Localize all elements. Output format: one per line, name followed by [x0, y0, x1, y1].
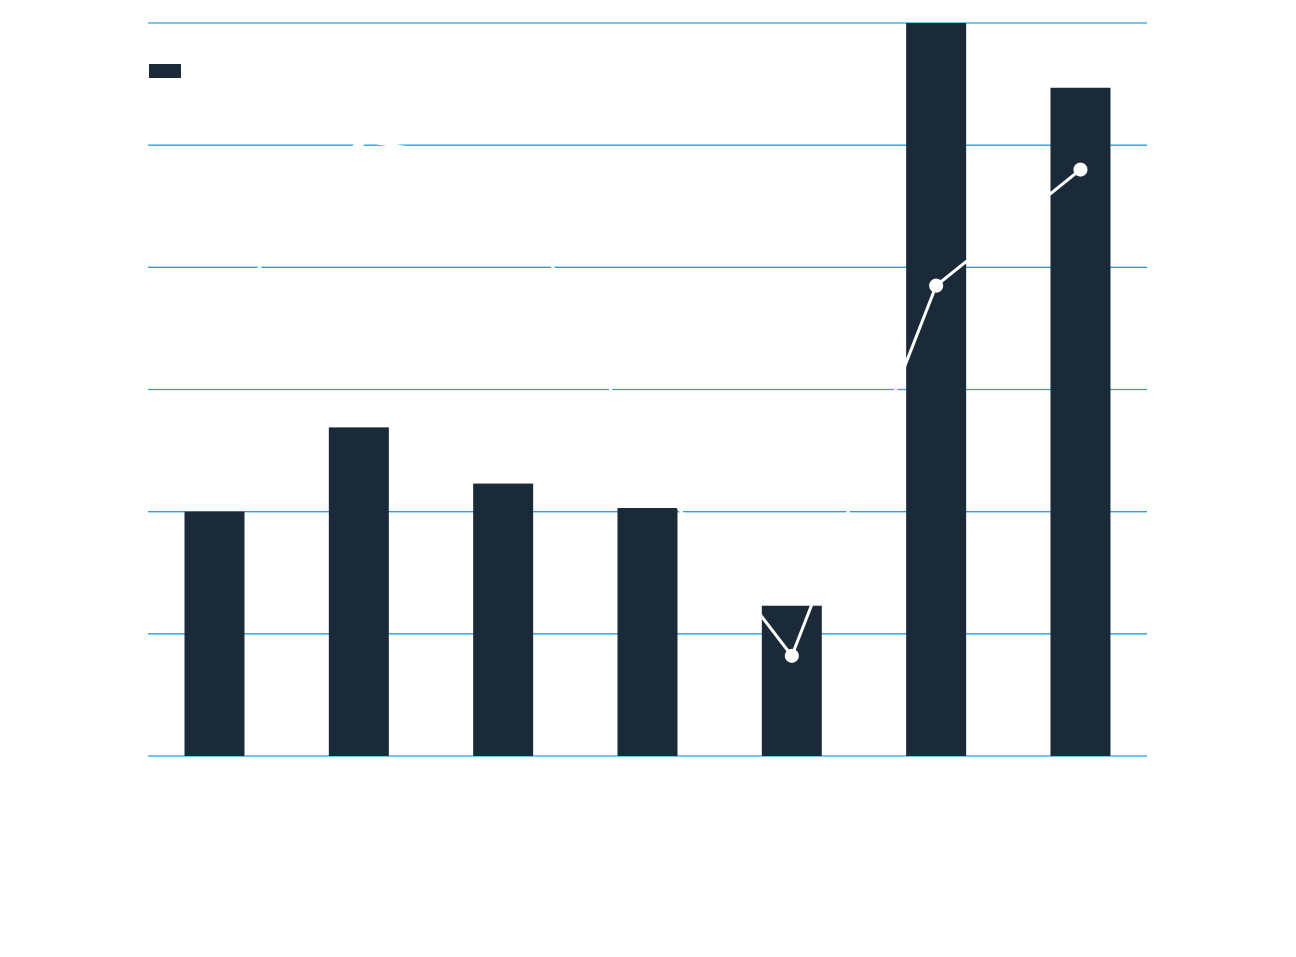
line-point [496, 155, 511, 170]
bar [617, 508, 678, 756]
line-point [1073, 162, 1088, 177]
bar [1050, 87, 1111, 756]
bar [906, 23, 967, 756]
bar [328, 427, 389, 756]
line-point [207, 317, 222, 332]
line-point [351, 133, 366, 148]
legend-swatch [149, 88, 181, 102]
line-point [929, 278, 944, 293]
bar [473, 483, 534, 756]
bar [184, 511, 245, 756]
line-point [784, 648, 799, 663]
legend-swatch [149, 64, 181, 78]
line-point [640, 460, 655, 475]
